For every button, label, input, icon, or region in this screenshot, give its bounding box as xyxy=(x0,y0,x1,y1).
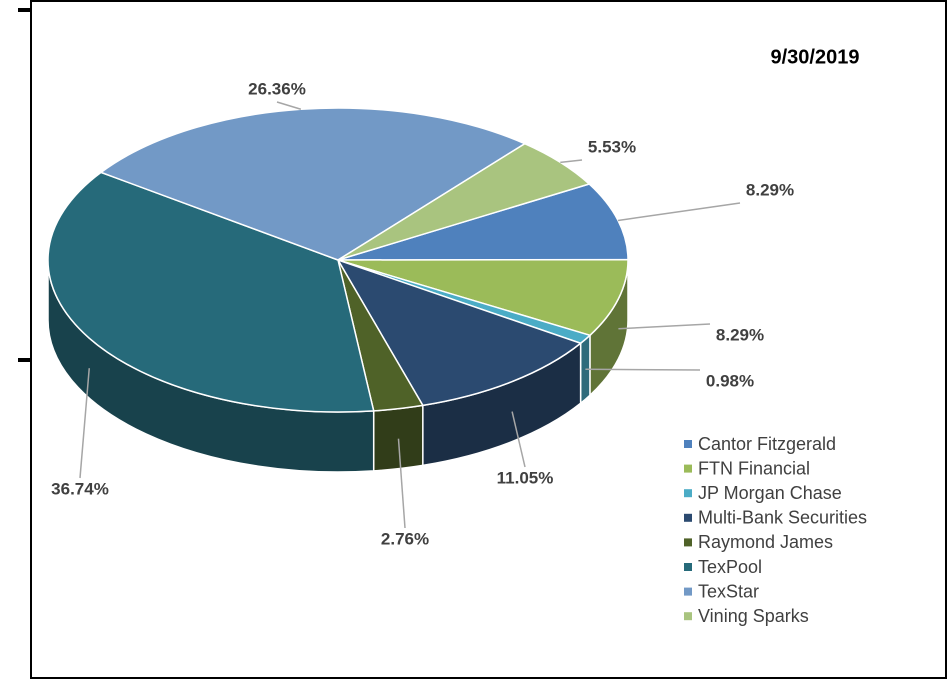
legend-swatch xyxy=(684,587,692,596)
data-label: 5.53% xyxy=(588,137,636,156)
data-label: 8.29% xyxy=(746,180,794,199)
legend-swatch xyxy=(684,563,692,571)
leader-line xyxy=(276,101,302,110)
data-label: 26.36% xyxy=(248,79,306,98)
frame-tick xyxy=(18,358,30,362)
pie-slice xyxy=(337,142,591,261)
legend-label: FTN Financial xyxy=(698,458,810,478)
data-label: 0.98% xyxy=(706,371,754,390)
legend-label: JP Morgan Chase xyxy=(698,483,842,503)
legend-label: Multi-Bank Securities xyxy=(698,508,867,528)
data-label: 36.74% xyxy=(51,479,109,498)
data-label: 2.76% xyxy=(381,529,429,548)
legend-label: TexStar xyxy=(698,581,759,601)
legend-label: Cantor Fitzgerald xyxy=(698,434,836,454)
data-label: 8.29% xyxy=(716,325,764,344)
legend-swatch xyxy=(684,612,692,621)
legend-label: TexPool xyxy=(698,557,762,577)
leader-line xyxy=(511,411,526,468)
leader-line xyxy=(397,438,406,529)
pie-slice xyxy=(336,258,583,407)
chart-title: 9/30/2019 xyxy=(771,46,860,68)
pie-side xyxy=(372,404,424,472)
leader-line xyxy=(585,368,701,371)
pie-slice xyxy=(337,183,629,261)
frame-tick xyxy=(18,8,30,12)
legend-swatch xyxy=(684,464,692,473)
legend-swatch xyxy=(684,538,692,547)
leader-line xyxy=(560,159,583,164)
leader-line xyxy=(79,368,91,479)
legend-label: Raymond James xyxy=(698,532,833,552)
pie-slice xyxy=(47,171,375,413)
legend-swatch xyxy=(684,489,692,498)
data-label: 11.05% xyxy=(497,468,554,487)
leader-line xyxy=(618,323,711,330)
legend-label: Vining Sparks xyxy=(698,606,809,626)
pie-slice xyxy=(337,258,629,337)
leader-line xyxy=(617,202,741,222)
legend-swatch xyxy=(684,513,692,522)
legend-swatch xyxy=(684,440,692,448)
